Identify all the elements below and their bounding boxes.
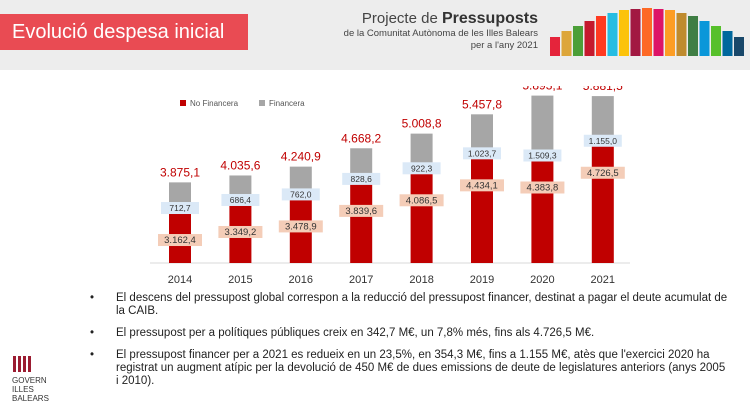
x-tick-label: 2015 (228, 274, 252, 286)
govern-logo: GOVERN ILLES BALEARS (8, 354, 68, 414)
logo-line-2: ILLES (12, 385, 34, 394)
bullet-item: El descens del pressupost global corresp… (88, 292, 728, 318)
total-label: 4.668,2 (341, 131, 381, 145)
data-label-financera: 1.023,7 (468, 148, 497, 158)
data-label-financera: 828,6 (351, 174, 373, 184)
sdg-stripe (630, 9, 641, 56)
total-label: 5.008,8 (402, 117, 442, 131)
data-label-financera: 1.509,3 (528, 150, 557, 160)
sdg-stripe (573, 26, 583, 56)
bullet-list: El descens del pressupost global corresp… (88, 292, 728, 397)
legend-swatch-no-financera (180, 100, 186, 106)
legend-label-financera: Financera (269, 99, 305, 108)
data-label-financera: 712,7 (169, 203, 191, 213)
label-box-financera (523, 149, 562, 162)
data-label-financera: 762,0 (290, 189, 312, 199)
x-tick-label: 2016 (289, 274, 313, 286)
label-box-financera (161, 202, 199, 215)
sdg-stripe (550, 37, 560, 56)
x-tick-label: 2014 (168, 274, 192, 286)
data-label-financera: 1.155,0 (589, 136, 618, 146)
bullet-item: El pressupost per a polítiques públiques… (88, 327, 728, 340)
sdg-stripe (665, 10, 675, 56)
total-label: 5.457,8 (462, 97, 502, 111)
sdg-stripe (688, 16, 698, 56)
label-box-financera (463, 147, 501, 160)
sdg-stripe (642, 8, 652, 56)
bar-no-financera (591, 145, 614, 263)
sdg-stripe (699, 21, 710, 56)
label-box-no-financera (399, 194, 444, 207)
bar-financera (531, 95, 554, 161)
project-line-3: per a l'any 2021 (470, 40, 538, 51)
bar-no-financera (531, 160, 554, 263)
sdg-stripe (653, 9, 664, 56)
label-box-financera (221, 193, 260, 206)
total-label: 4.035,6 (220, 158, 260, 172)
bar-financera (471, 114, 493, 159)
data-label-no-financera: 4.434,1 (466, 180, 498, 191)
sdg-stripe (561, 31, 572, 56)
data-label-financera: 922,3 (411, 163, 433, 173)
label-box-financera (583, 134, 622, 147)
stacked-bar-chart: No Financera Financera 3.162,4 712,7 3.875,1… (150, 86, 630, 286)
project-line-2: de la Comunitat Autònoma de les Illes Ba… (343, 28, 538, 39)
sdg-stripe (596, 16, 606, 56)
x-tick-label: 2021 (591, 274, 615, 286)
x-tick-label: 2017 (349, 274, 373, 286)
sdg-stripe (676, 13, 687, 56)
bar-no-financera (350, 183, 373, 263)
bullet-item: El pressupost financer per a 2021 es red… (88, 349, 728, 388)
logo-line-3: BALEARS (12, 394, 49, 403)
data-label-financera: 686,4 (230, 195, 252, 205)
project-title-block: Projecte de Pressuposts de la Comunitat … (344, 10, 538, 52)
data-label-no-financera: 4.086,5 (406, 195, 438, 206)
label-box-no-financera (580, 166, 625, 179)
bar-no-financera (471, 158, 493, 263)
sdg-stripe (584, 21, 595, 56)
sdg-stripe (734, 37, 744, 56)
sdg-logo-icon (550, 8, 744, 56)
x-tick-label: 2020 (530, 274, 554, 286)
label-box-no-financera (158, 234, 202, 247)
coat-of-arms-icon (13, 356, 31, 372)
label-box-financera (342, 172, 381, 185)
label-box-no-financera (460, 179, 504, 192)
total-label: 5.893,1 (522, 86, 562, 93)
label-box-financera (402, 162, 441, 175)
label-box-no-financera (339, 204, 384, 217)
logo-line-1: GOVERN (12, 376, 47, 385)
bar-financera (591, 96, 614, 146)
sdg-stripe (619, 10, 629, 56)
data-label-no-financera: 4.383,8 (527, 182, 559, 193)
project-strong: Pressuposts (441, 10, 538, 27)
slide-title: Evolució despesa inicial (0, 14, 248, 50)
sdg-stripe (722, 31, 733, 56)
x-tick-label: 2019 (470, 274, 494, 286)
label-box-no-financera (520, 181, 565, 194)
total-label: 3.875,1 (160, 165, 200, 179)
data-label-no-financera: 3.162,4 (164, 235, 196, 246)
data-label-no-financera: 3.478,9 (285, 221, 317, 232)
x-tick-label: 2018 (409, 274, 433, 286)
data-label-no-financera: 3.839,6 (345, 206, 377, 217)
label-box-financera (281, 188, 320, 201)
data-label-no-financera: 3.349,2 (225, 227, 257, 238)
data-label-no-financera: 4.726,5 (587, 168, 619, 179)
legend-label-no-financera: No Financera (190, 99, 239, 108)
label-box-no-financera (278, 220, 323, 233)
sdg-stripe (607, 13, 618, 56)
label-box-no-financera (218, 225, 263, 238)
sdg-stripe (711, 26, 721, 56)
total-label: 5.881,5 (583, 86, 623, 93)
project-prefix: Projecte de (361, 10, 442, 27)
bar-no-financera (410, 173, 433, 263)
total-label: 4.240,9 (281, 150, 321, 164)
legend-swatch-financera (259, 100, 265, 106)
